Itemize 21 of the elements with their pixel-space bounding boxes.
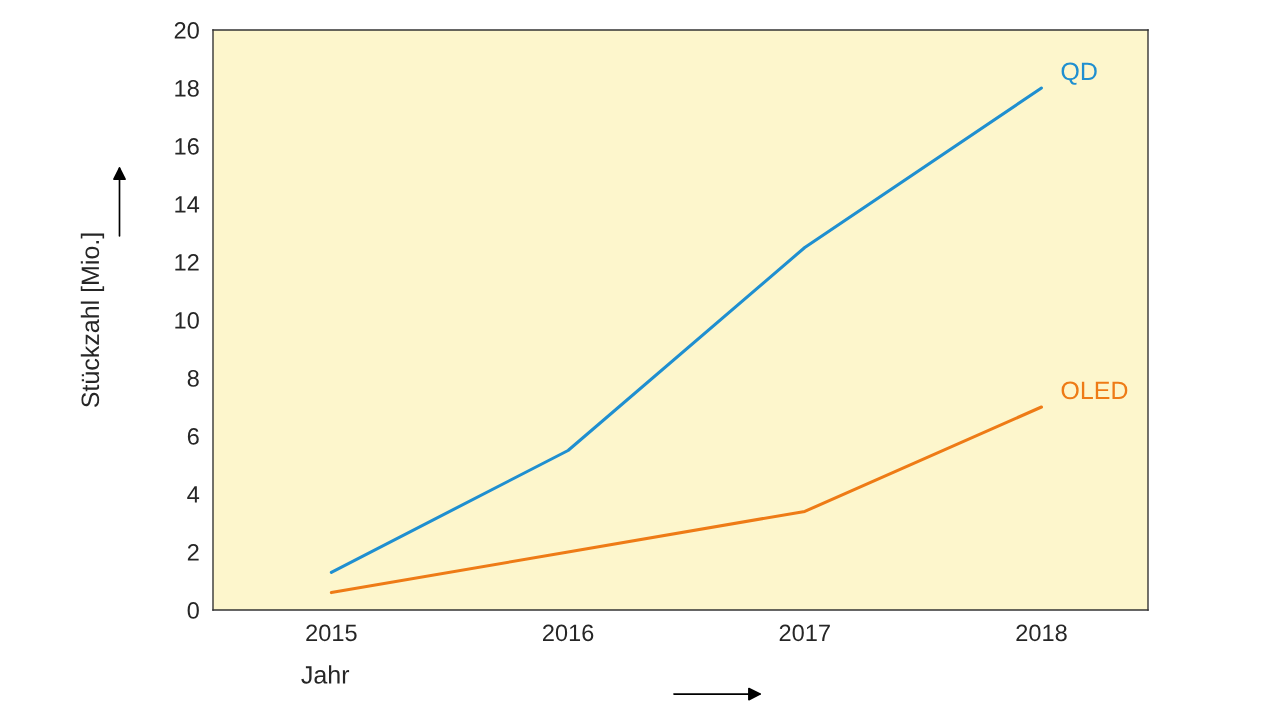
y-tick-label: 18 (175, 80, 199, 97)
y-tick-label: 20 (174, 22, 199, 39)
x-tick-label: 2018 (1016, 624, 1067, 642)
x-tick-label: 2016 (542, 624, 594, 642)
y-tick-label: 10 (175, 312, 199, 329)
y-tick-label: 4 (187, 486, 200, 503)
x-axis-title: Jahr (301, 665, 350, 684)
series-label: OLED (1061, 381, 1128, 400)
series-label: QD (1061, 62, 1097, 85)
y-tick-label: 6 (187, 428, 199, 445)
y-tick-label: 8 (187, 370, 199, 387)
x-tick-label: 2015 (306, 624, 357, 642)
y-tick-label: 2 (187, 544, 199, 561)
line-series (329, 405, 1044, 595)
y-tick-label: 16 (175, 138, 199, 155)
y-axis-title: Stückzahl [Mio.] (80, 233, 105, 408)
y-tick-label: 14 (175, 196, 200, 213)
y-tick-label: 0 (187, 602, 199, 619)
x-tick-label: 2017 (779, 624, 830, 642)
line-series (329, 86, 1044, 574)
y-tick-label: 12 (175, 254, 199, 271)
